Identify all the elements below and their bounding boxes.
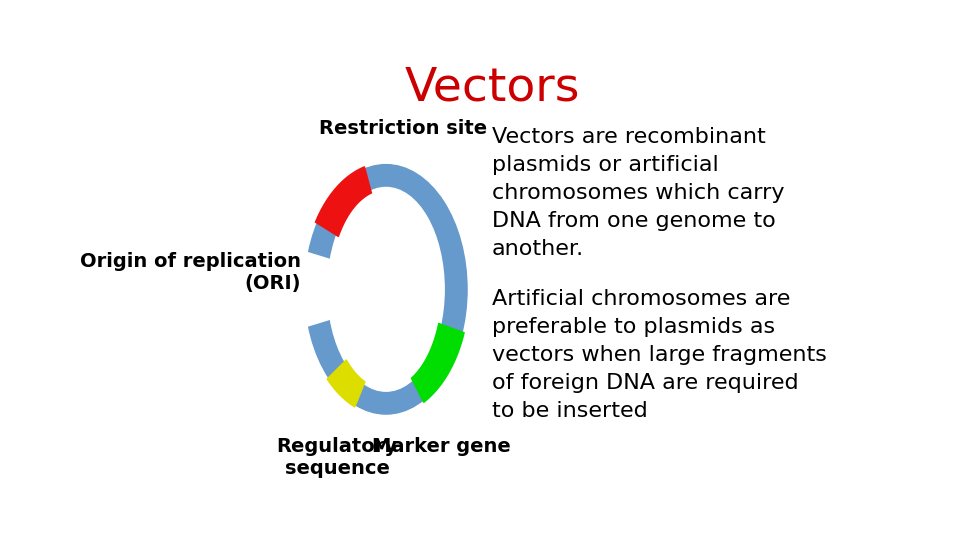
Text: Vectors are recombinant
plasmids or artificial
chromosomes which carry
DNA from : Vectors are recombinant plasmids or arti…	[492, 127, 784, 259]
Polygon shape	[327, 360, 365, 407]
Ellipse shape	[327, 187, 444, 391]
Text: Artificial chromosomes are
preferable to plasmids as
vectors when large fragment: Artificial chromosomes are preferable to…	[492, 289, 827, 421]
Polygon shape	[316, 167, 372, 237]
Text: Marker gene: Marker gene	[372, 437, 511, 456]
Ellipse shape	[305, 165, 468, 414]
Polygon shape	[412, 323, 464, 402]
Polygon shape	[302, 252, 332, 326]
Text: Vectors: Vectors	[404, 65, 580, 110]
Text: Regulatory
sequence: Regulatory sequence	[276, 437, 397, 478]
Text: Origin of replication
(ORI): Origin of replication (ORI)	[80, 252, 300, 293]
Text: Restriction site: Restriction site	[319, 119, 487, 138]
